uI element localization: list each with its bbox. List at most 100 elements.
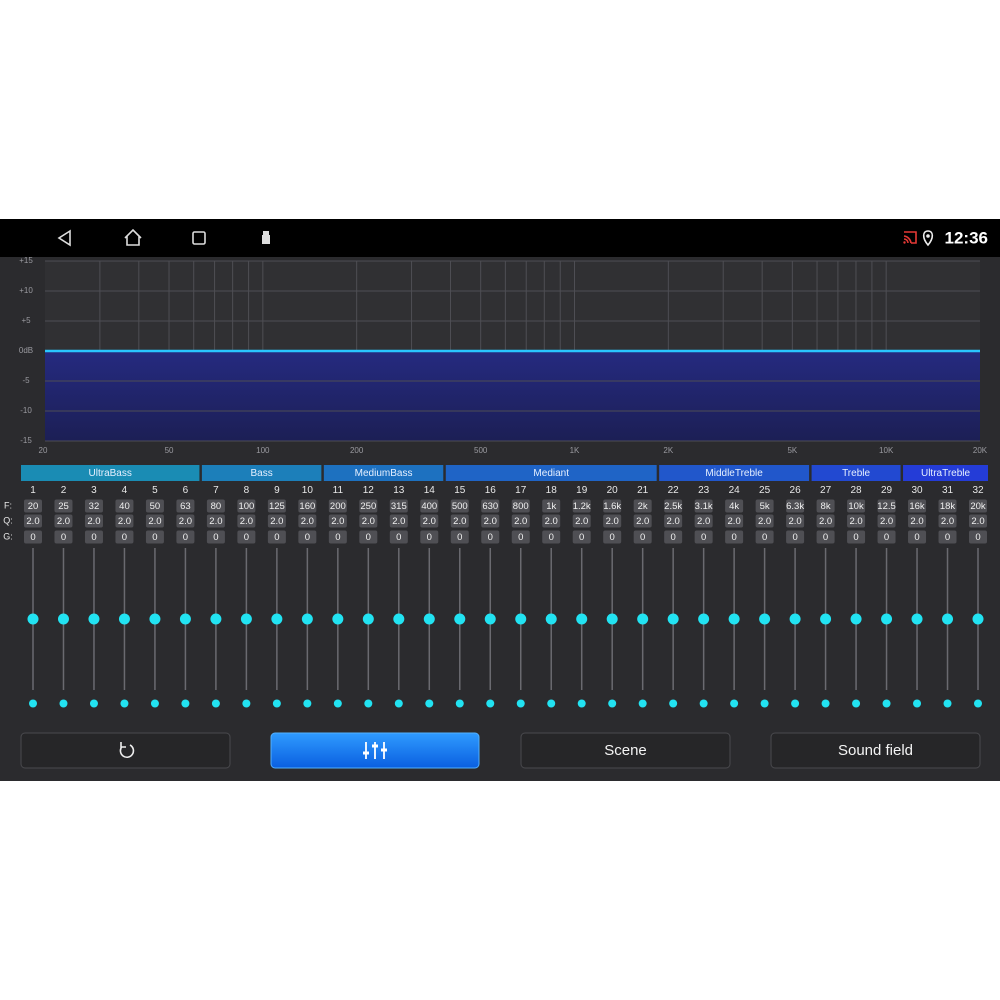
band-q: 2.0 xyxy=(484,516,497,527)
band-gain: 0 xyxy=(457,532,462,543)
sound-field-button[interactable] xyxy=(770,732,981,769)
slider-knob[interactable] xyxy=(118,613,130,625)
band-dot xyxy=(425,699,434,708)
band-cell xyxy=(389,514,408,528)
slider-knob[interactable] xyxy=(179,613,191,625)
slider-knob[interactable] xyxy=(149,613,161,625)
band-freq: 250 xyxy=(360,501,376,512)
band-group-name: Mediant xyxy=(533,468,569,479)
band-cell xyxy=(847,530,866,544)
slider-knob[interactable] xyxy=(515,613,527,625)
home-button[interactable] xyxy=(124,228,142,246)
x-tick-label: 20 xyxy=(39,446,48,455)
slider-knob[interactable] xyxy=(911,613,923,625)
slider-knob[interactable] xyxy=(362,613,374,625)
slider-knob[interactable] xyxy=(271,613,283,625)
band-cell xyxy=(450,530,469,544)
band-number: 3 xyxy=(91,485,97,496)
band-dot xyxy=(89,699,98,708)
band-cell xyxy=(664,530,683,544)
slider-knob[interactable] xyxy=(698,613,710,625)
band-freq: 63 xyxy=(180,501,191,512)
slider-knob[interactable] xyxy=(88,613,100,625)
band-dot xyxy=(516,699,525,708)
slider-knob[interactable] xyxy=(606,613,618,625)
slider-knob[interactable] xyxy=(881,613,893,625)
band-freq: 315 xyxy=(391,501,407,512)
slider-knob[interactable] xyxy=(57,613,69,625)
slider-knob[interactable] xyxy=(728,613,740,625)
slider-knob[interactable] xyxy=(667,613,679,625)
sound-field-label: Sound field xyxy=(838,742,913,759)
band-q: 2.0 xyxy=(26,516,39,527)
slider-knob[interactable] xyxy=(301,613,313,625)
graph-grid: +15 +10 +5 0dB -5 -10 -15 20 50 100 200 500 1K 2K 5K 10… xyxy=(19,256,988,455)
band-freq: 125 xyxy=(269,501,285,512)
scene-button[interactable] xyxy=(520,732,731,769)
slider-knob[interactable] xyxy=(393,613,405,625)
band-freq: 1k xyxy=(546,501,556,512)
band-dot xyxy=(699,699,708,708)
slider-knob[interactable] xyxy=(240,613,252,625)
band-number: 14 xyxy=(424,485,436,496)
slider-knob[interactable] xyxy=(850,613,862,625)
band-cell xyxy=(298,499,317,513)
slider-knob[interactable] xyxy=(210,613,222,625)
back-button[interactable] xyxy=(57,229,71,247)
band-dot xyxy=(364,699,373,708)
band-number: 4 xyxy=(122,485,128,496)
slider-knob[interactable] xyxy=(545,613,557,625)
band-number: 16 xyxy=(485,485,497,496)
slider-knob[interactable] xyxy=(759,613,771,625)
band-cell xyxy=(542,514,561,528)
band-gain: 0 xyxy=(183,532,188,543)
band-cell xyxy=(969,514,987,528)
band-gain: 0 xyxy=(945,532,950,543)
slider-knob[interactable] xyxy=(820,613,832,625)
band-number: 1 xyxy=(30,485,36,496)
band-cell xyxy=(84,530,103,544)
slider-knob[interactable] xyxy=(332,613,344,625)
band-cell xyxy=(725,530,744,544)
band-q: 2.0 xyxy=(971,516,984,527)
band-q: 2.0 xyxy=(545,516,558,527)
band-gain: 0 xyxy=(610,532,615,543)
band-q: 2.0 xyxy=(209,516,222,527)
band-number: 20 xyxy=(607,485,619,496)
band-gain: 0 xyxy=(853,532,858,543)
band-q: 2.0 xyxy=(758,516,771,527)
slider-knob[interactable] xyxy=(484,613,496,625)
band-cell xyxy=(84,499,103,513)
band-gain: 0 xyxy=(914,532,919,543)
band-q: 2.0 xyxy=(667,516,680,527)
reset-button[interactable] xyxy=(20,732,231,769)
band-cell xyxy=(664,499,683,513)
recents-button[interactable] xyxy=(192,231,206,245)
slider-knob[interactable] xyxy=(454,613,466,625)
slider-knob[interactable] xyxy=(27,613,39,625)
slider-knob[interactable] xyxy=(942,613,954,625)
band-cell xyxy=(816,499,835,513)
band-gain: 0 xyxy=(122,532,127,543)
band-q: 2.0 xyxy=(362,516,375,527)
band-number: 5 xyxy=(152,485,158,496)
x-tick-label: 2K xyxy=(663,446,673,455)
band-dot xyxy=(821,699,830,708)
band-cell xyxy=(481,514,500,528)
slider-knob[interactable] xyxy=(576,613,588,625)
band-gain: 0 xyxy=(91,532,96,543)
band-number: 13 xyxy=(393,485,405,496)
band-cell xyxy=(115,530,134,544)
band-cell xyxy=(908,530,927,544)
y-tick-label: -5 xyxy=(22,376,30,385)
band-dot xyxy=(394,699,403,708)
band-cell xyxy=(755,530,774,544)
slider-knob[interactable] xyxy=(789,613,801,625)
slider-knob[interactable] xyxy=(423,613,435,625)
slider-knob[interactable] xyxy=(972,613,984,625)
band-cell xyxy=(54,530,73,544)
slider-knob[interactable] xyxy=(637,613,649,625)
band-cell xyxy=(481,530,500,544)
band-number: 6 xyxy=(183,485,189,496)
